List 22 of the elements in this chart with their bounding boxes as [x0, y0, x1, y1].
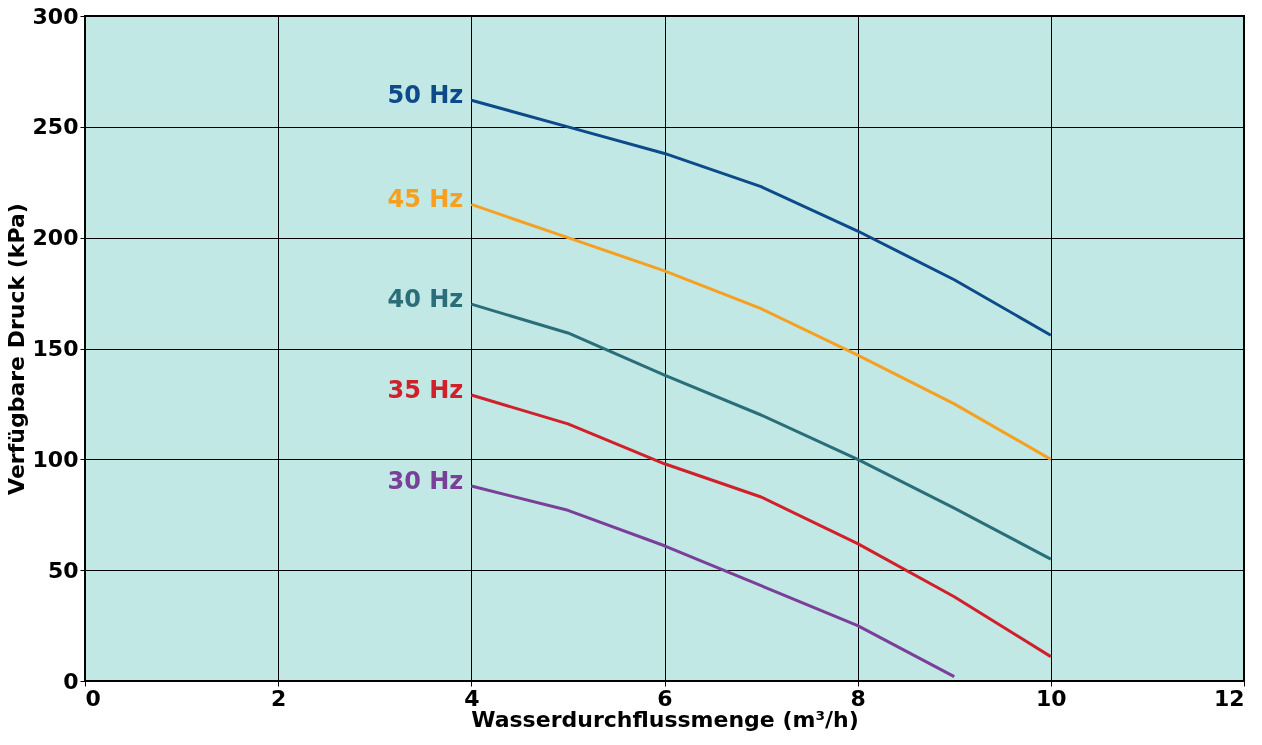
y-tick-label: 50	[47, 557, 79, 583]
y-tick-label: 0	[63, 668, 79, 694]
series-label: 30 Hz	[387, 466, 464, 495]
line-series	[469, 98, 1053, 337]
series-label: 35 Hz	[387, 376, 464, 405]
series-label: 40 Hz	[387, 285, 464, 314]
x-tick-label: 0	[85, 685, 101, 711]
x-tick-label: 10	[1036, 685, 1067, 711]
y-tick-label: 200	[32, 225, 79, 251]
line-series	[469, 202, 1053, 461]
y-tick-label: 250	[32, 114, 79, 140]
x-tick-label: 12	[1213, 685, 1245, 711]
line-series	[469, 302, 1053, 561]
y-tick-label: 100	[32, 446, 79, 472]
x-tick-label: 2	[271, 685, 287, 711]
y-axis-title: Verfügbare Druck (kPa)	[3, 203, 29, 495]
series-label: 50 Hz	[387, 81, 464, 110]
y-tick-label: 300	[32, 3, 79, 29]
line-series	[469, 484, 956, 679]
y-tick-label: 150	[32, 336, 79, 361]
series-label: 45 Hz	[387, 185, 464, 214]
line-series	[469, 393, 1053, 659]
